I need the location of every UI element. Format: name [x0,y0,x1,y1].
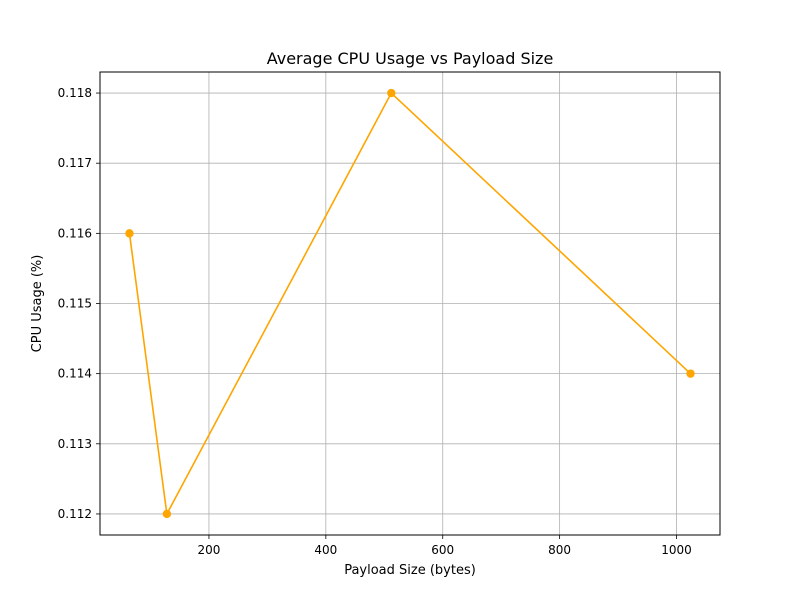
x-tick-label: 600 [431,543,454,557]
y-tick-label: 0.115 [58,297,92,311]
ticks: 200 400 600 800 1000 0.112 0.113 0.114 0.115 0.11… [58,86,692,557]
y-tick-label: 0.114 [58,367,92,381]
series-line [128,92,692,515]
data-point [686,369,695,378]
y-tick-label: 0.117 [58,156,92,170]
data-point [125,229,134,238]
grid [100,72,720,535]
x-tick-label: 800 [548,543,571,557]
y-axis-label: CPU Usage (%) [30,255,45,353]
data-point [162,509,172,519]
y-tick-label: 0.112 [58,507,92,521]
x-tick-label: 1000 [661,543,692,557]
y-tick-label: 0.116 [58,226,92,240]
y-tick-label: 0.113 [58,437,92,451]
data-point [387,88,396,98]
series-layer [125,88,695,519]
y-tick-label: 0.118 [58,86,92,100]
chart-title: Average CPU Usage vs Payload Size [267,49,554,68]
x-tick-label: 400 [314,543,337,557]
x-tick-label: 200 [197,543,220,557]
x-axis-label: Payload Size (bytes) [344,563,476,578]
